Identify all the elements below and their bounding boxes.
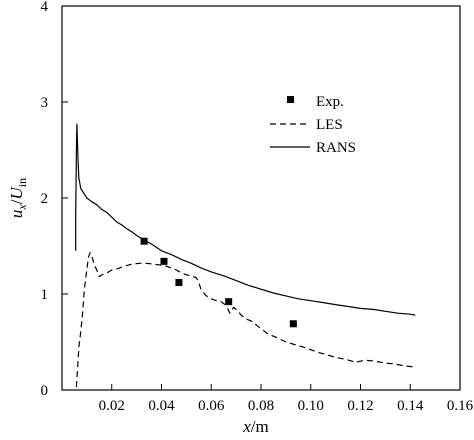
plot-frame xyxy=(61,5,461,391)
exp-data-point xyxy=(140,237,148,245)
legend-label-les: LES xyxy=(316,117,343,133)
y-axis-label-den-sub: in xyxy=(15,178,29,187)
x-axis-label-unit: /m xyxy=(251,417,269,436)
y-axis-label-num-sub: x xyxy=(15,204,29,211)
y-tick-label: 2 xyxy=(41,191,49,207)
x-tick-label: 0.10 xyxy=(298,398,324,414)
x-tick-label: 0.12 xyxy=(347,398,373,414)
x-axis-label-var: x xyxy=(242,417,251,436)
x-tick-label: 0.06 xyxy=(198,398,225,414)
y-tick-label: 3 xyxy=(41,95,49,111)
y-tick-label: 0 xyxy=(41,383,49,399)
exp-data-point xyxy=(225,298,233,306)
x-tick-label: 0.16 xyxy=(447,398,474,414)
legend-marker-exp xyxy=(287,96,294,103)
exp-data-point xyxy=(289,320,297,328)
y-axis-label-num: u xyxy=(7,210,26,219)
x-tick-label: 0.02 xyxy=(99,398,125,414)
x-tick-label: 0.14 xyxy=(397,398,424,414)
legend-label-exp: Exp. xyxy=(316,94,344,110)
y-tick-label: 1 xyxy=(41,287,49,303)
x-tick-label: 0.08 xyxy=(248,398,274,414)
y-axis-label: ux/Uin xyxy=(7,178,29,218)
y-axis-label-den: U xyxy=(7,186,26,200)
les-series-line xyxy=(75,252,416,388)
y-axis-label-sep: / xyxy=(7,199,26,204)
exp-data-point xyxy=(175,278,183,286)
exp-data-point xyxy=(160,257,168,265)
rans-series-line xyxy=(75,123,416,316)
series-group xyxy=(75,123,416,388)
axis-ticks: 0.02 0.04 0.06 0.08 0.10 0.12 0.14 0.16 0 1 2 3 4 xyxy=(41,0,474,414)
x-tick-label: 0.04 xyxy=(148,398,175,414)
legend: Exp. LES RANS xyxy=(270,94,356,156)
legend-label-rans: RANS xyxy=(316,140,356,156)
y-tick-label: 4 xyxy=(41,0,49,15)
x-axis-label: x/m xyxy=(242,417,269,436)
